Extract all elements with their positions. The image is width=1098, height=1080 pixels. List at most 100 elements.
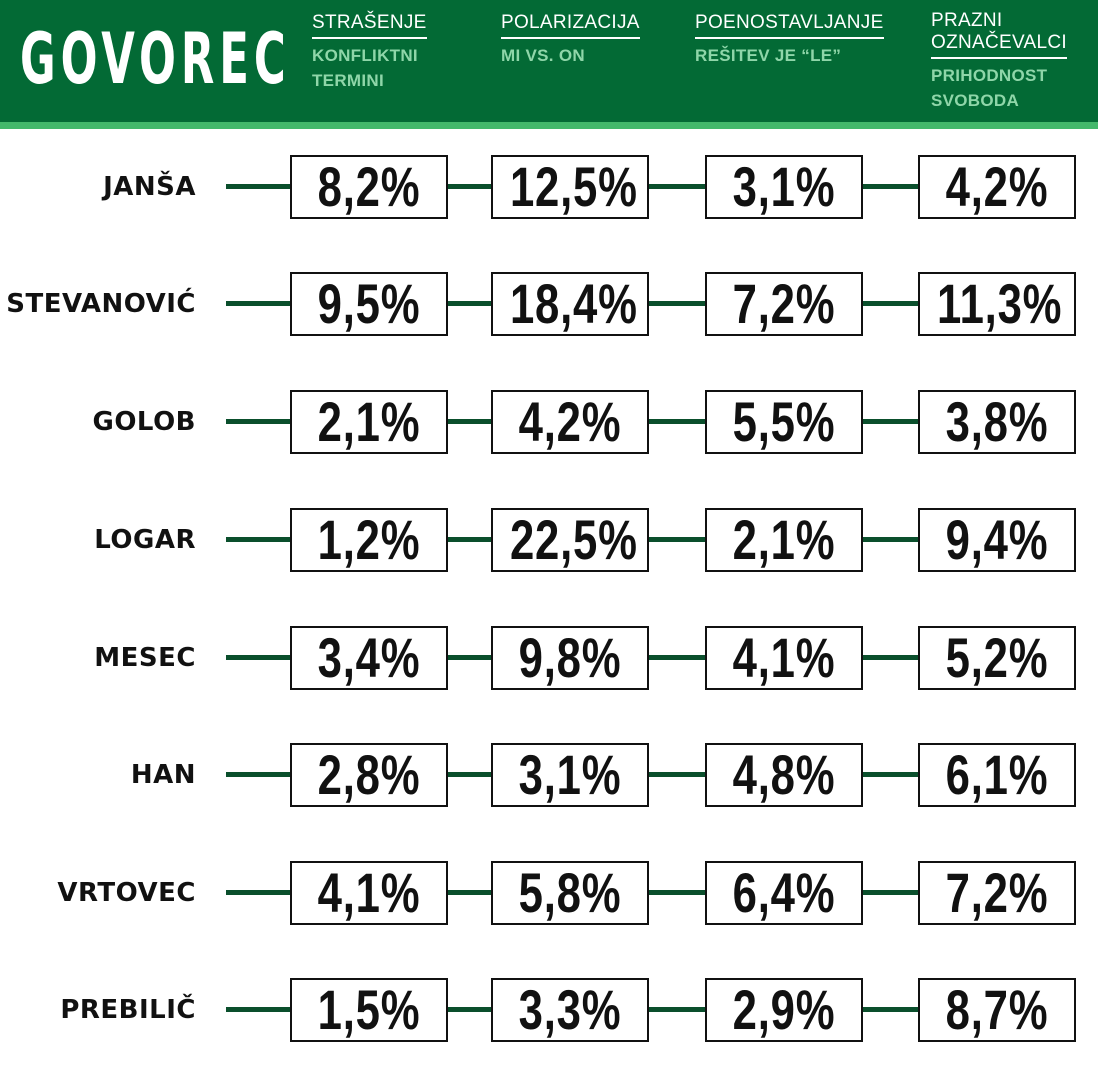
value-cell: 7,2% [918,861,1076,925]
row-connector-line [226,1007,1076,1012]
value-cell: 7,2% [705,272,863,336]
column-subtitle: MI VS. ON [501,46,585,65]
value-cell: 3,1% [705,155,863,219]
row-label: LOGAR [94,525,196,555]
column-title: STRAŠENJE [312,12,427,39]
value-cell: 3,1% [491,743,649,807]
cell-value: 9,8% [518,626,622,689]
value-cell: 2,9% [705,978,863,1042]
table-row: HAN 2,8% 3,1% 4,8% 6,1% [0,743,1098,807]
row-connector-line [226,655,1076,660]
column-header-2: POLARIZACIJA MI VS. ON [501,12,640,68]
value-cell: 6,1% [918,743,1076,807]
value-cell: 22,5% [491,508,649,572]
value-cell: 2,1% [290,390,448,454]
row-connector-line [226,890,1076,895]
column-header-1: STRAŠENJE KONFLIKTNI TERMINI [312,12,427,93]
cell-value: 11,3% [936,272,1063,335]
cell-value: 4,2% [518,390,622,453]
table-row: GOLOB 2,1% 4,2% 5,5% 3,8% [0,390,1098,454]
cell-value: 3,1% [518,743,622,806]
cell-value: 7,2% [945,861,1049,924]
row-connector-line [226,301,1076,306]
logo: GOVOREC [20,18,291,100]
row-label: JANŠA [103,172,196,202]
cell-value: 4,2% [945,155,1049,218]
value-cell: 8,7% [918,978,1076,1042]
table-row: VRTOVEC 4,1% 5,8% 6,4% 7,2% [0,861,1098,925]
column-subtitle: REŠITEV JE “LE” [695,46,842,65]
cell-value: 22,5% [509,508,638,571]
cell-value: 8,2% [317,155,421,218]
cell-value: 4,8% [732,743,836,806]
value-cell: 4,1% [290,861,448,925]
value-cell: 12,5% [491,155,649,219]
row-connector-line [226,537,1076,542]
value-cell: 9,5% [290,272,448,336]
cell-value: 5,2% [945,626,1049,689]
value-cell: 18,4% [491,272,649,336]
cell-value: 1,5% [317,978,421,1041]
cell-value: 2,1% [317,390,421,453]
value-cell: 4,2% [918,155,1076,219]
column-subtitle: KONFLIKTNI TERMINI [312,46,418,90]
column-title: POENOSTAVLJANJE [695,12,884,39]
header-accent-strip [0,122,1098,129]
value-cell: 11,3% [918,272,1076,336]
value-cell: 5,2% [918,626,1076,690]
table-row: STEVANOVIĆ 9,5% 18,4% 7,2% 11,3% [0,272,1098,336]
cell-value: 3,8% [945,390,1049,453]
value-cell: 3,3% [491,978,649,1042]
cell-value: 6,4% [732,861,836,924]
value-cell: 4,2% [491,390,649,454]
column-header-4: PRAZNI OZNAČEVALCI PRIHODNOST SVOBODA [931,10,1067,113]
value-cell: 1,2% [290,508,448,572]
cell-value: 3,1% [732,155,836,218]
table-row: JANŠA 8,2% 12,5% 3,1% 4,2% [0,155,1098,219]
row-label: HAN [130,760,196,790]
row-label: GOLOB [92,407,196,437]
cell-value: 6,1% [945,743,1049,806]
row-connector-line [226,419,1076,424]
value-cell: 3,4% [290,626,448,690]
cell-value: 5,8% [518,861,622,924]
cell-value: 2,9% [732,978,836,1041]
cell-value: 4,1% [317,861,421,924]
row-connector-line [226,184,1076,189]
cell-value: 5,5% [732,390,836,453]
column-subtitle: PRIHODNOST SVOBODA [931,66,1048,110]
cell-value: 4,1% [732,626,836,689]
value-cell: 6,4% [705,861,863,925]
column-title: POLARIZACIJA [501,12,640,39]
cell-value: 8,7% [945,978,1049,1041]
column-header-3: POENOSTAVLJANJE REŠITEV JE “LE” [695,12,884,68]
cell-value: 9,5% [317,272,421,335]
column-title: PRAZNI OZNAČEVALCI [931,10,1067,59]
value-cell: 3,8% [918,390,1076,454]
cell-value: 7,2% [732,272,836,335]
value-cell: 2,8% [290,743,448,807]
cell-value: 12,5% [509,155,638,218]
value-cell: 5,5% [705,390,863,454]
table-row: LOGAR 1,2% 22,5% 2,1% 9,4% [0,508,1098,572]
cell-value: 3,3% [518,978,622,1041]
value-cell: 4,8% [705,743,863,807]
table-row: PREBILIČ 1,5% 3,3% 2,9% 8,7% [0,978,1098,1042]
value-cell: 8,2% [290,155,448,219]
cell-value: 2,1% [732,508,836,571]
value-cell: 9,8% [491,626,649,690]
value-cell: 9,4% [918,508,1076,572]
row-label: MESEC [94,643,196,673]
value-cell: 1,5% [290,978,448,1042]
cell-value: 3,4% [317,626,421,689]
header-bar: GOVOREC STRAŠENJE KONFLIKTNI TERMINI POL… [0,0,1098,122]
row-label: VRTOVEC [57,878,196,908]
cell-value: 1,2% [317,508,421,571]
row-label: PREBILIČ [60,995,196,1025]
row-connector-line [226,772,1076,777]
row-label: STEVANOVIĆ [6,289,196,319]
cell-value: 18,4% [509,272,638,335]
value-cell: 5,8% [491,861,649,925]
cell-value: 2,8% [317,743,421,806]
value-cell: 4,1% [705,626,863,690]
